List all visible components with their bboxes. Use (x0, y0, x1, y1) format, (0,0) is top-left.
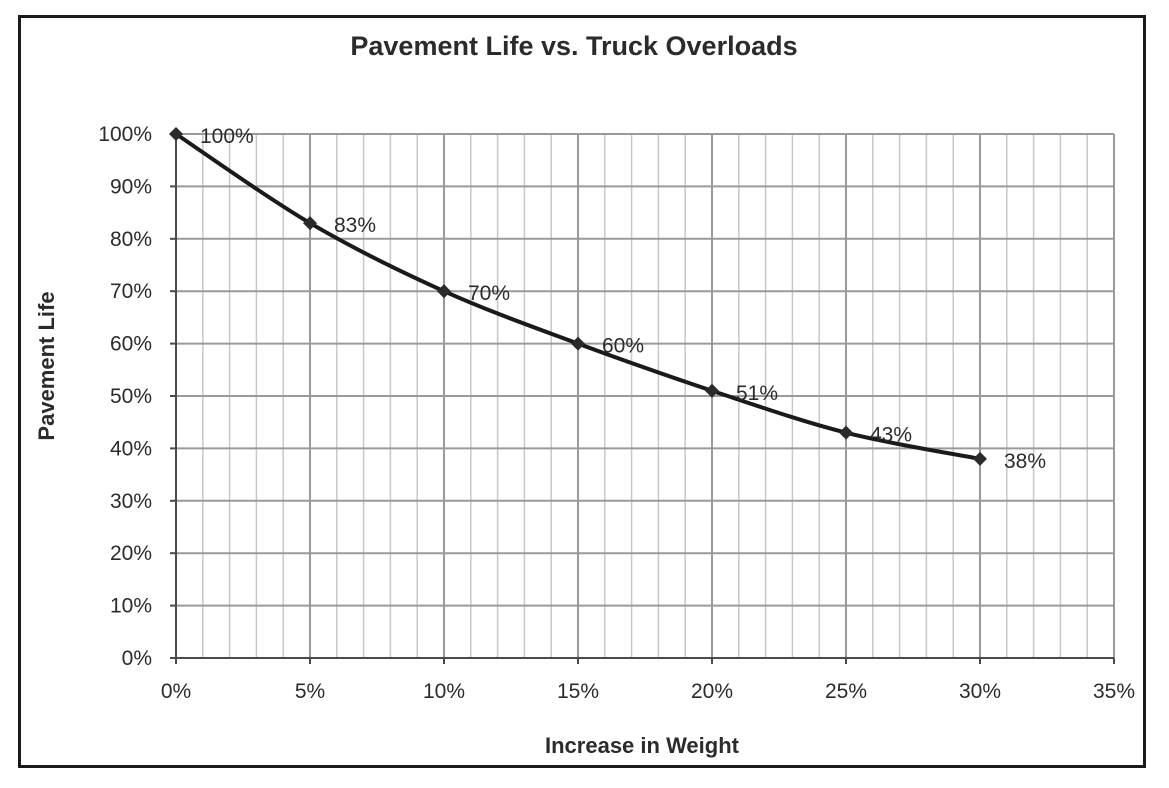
data-label: 51% (736, 382, 778, 405)
x-tick-label: 25% (825, 680, 867, 703)
data-point-marker (839, 425, 853, 440)
y-tick-label: 50% (110, 385, 152, 408)
x-tick-label: 0% (161, 680, 191, 703)
y-tick-label: 30% (110, 490, 152, 513)
y-tick-label: 20% (110, 542, 152, 565)
x-tick-label: 30% (959, 680, 1001, 703)
x-tick-label: 10% (423, 680, 465, 703)
y-tick-label: 80% (110, 228, 152, 251)
pavement-life-chart: 0% 10% 20% 30% 40% 50% 60% 70% 80% 90% 100% 0% 5% 10%… (34, 31, 1135, 758)
data-point-marker (437, 284, 451, 299)
tick-labels: 0% 10% 20% 30% 40% 50% 60% 70% 80% 90% 100% 0% 5% 10%… (98, 123, 1135, 703)
grid (176, 133, 1115, 658)
y-tick-label: 40% (110, 437, 152, 460)
data-point-marker (705, 383, 719, 398)
data-markers (169, 127, 987, 466)
data-point-marker (973, 451, 987, 466)
axes (170, 133, 1115, 664)
data-label: 60% (602, 335, 644, 358)
x-tick-label: 35% (1093, 680, 1135, 703)
x-tick-label: 15% (557, 680, 599, 703)
data-label: 100% (200, 125, 254, 148)
data-label: 43% (870, 424, 912, 447)
data-point-marker (169, 127, 183, 141)
y-tick-label: 100% (98, 123, 152, 146)
data-point-marker (571, 336, 585, 351)
y-tick-label: 0% (122, 647, 152, 670)
data-label: 38% (1004, 450, 1046, 473)
y-tick-label: 90% (110, 175, 152, 198)
data-point-marker (303, 216, 317, 231)
data-label: 83% (334, 214, 376, 237)
chart-frame: 0% 10% 20% 30% 40% 50% 60% 70% 80% 90% 100% 0% 5% 10%… (18, 15, 1146, 768)
y-tick-label: 70% (110, 280, 152, 303)
y-axis-title: Pavement Life (34, 291, 59, 440)
x-tick-label: 20% (691, 680, 733, 703)
x-axis-title: Increase in Weight (545, 733, 740, 758)
data-labels: 100% 83% 70% 60% 51% 43% 38% (200, 125, 1046, 473)
y-tick-label: 10% (110, 595, 152, 618)
chart-title: Pavement Life vs. Truck Overloads (350, 31, 797, 61)
data-label: 70% (468, 282, 510, 305)
y-tick-label: 60% (110, 333, 152, 356)
x-tick-label: 5% (295, 680, 325, 703)
